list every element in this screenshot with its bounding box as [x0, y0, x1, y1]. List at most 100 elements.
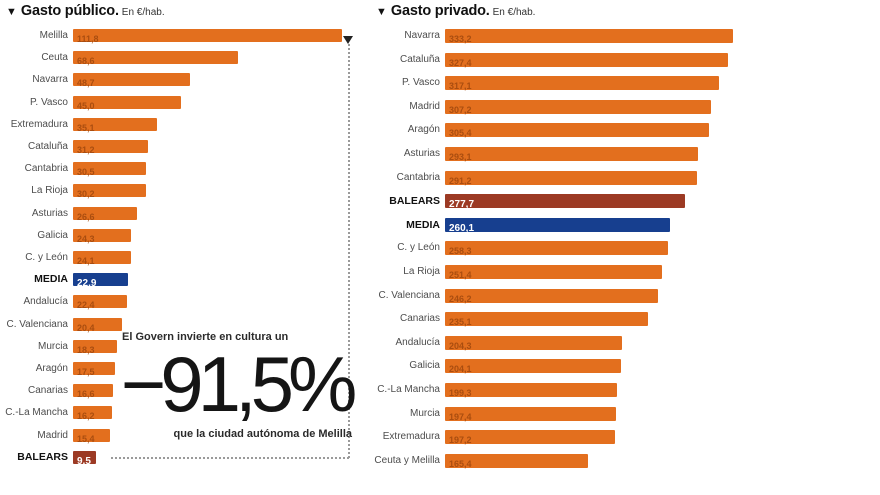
chart-row-c-valenciana: C. Valenciana 246,2 — [370, 288, 880, 304]
bar-value: 18,3 — [77, 344, 95, 355]
bar: 18,3 — [73, 339, 117, 355]
row-label: Ceuta — [41, 52, 68, 64]
bar-value: 333,2 — [449, 34, 472, 44]
row-label: Aragón — [35, 363, 68, 374]
bar-value: 260,1 — [449, 222, 475, 234]
bar-value: 197,2 — [449, 435, 472, 446]
row-label: P. Vasco — [30, 96, 68, 108]
bar-value: 17,5 — [77, 367, 95, 377]
row-label: C. y León — [397, 242, 440, 254]
bar: 204,3 — [445, 335, 622, 351]
row-label: Asturias — [403, 148, 440, 159]
chart-private-panel: ▼ Gasto privado. En €/hab. Navarra 333,2 Cat… — [370, 0, 880, 495]
bar: 31,2 — [73, 140, 148, 155]
chart-row-ceuta: Ceuta 68,6 — [0, 51, 366, 66]
bar: 197,4 — [445, 406, 616, 422]
bar: 307,2 — [445, 99, 711, 115]
row-label: C.-La Mancha — [5, 407, 68, 419]
bar: 277,7 — [445, 194, 685, 210]
chart-row-murcia: Murcia 18,3 — [0, 339, 366, 355]
bar-value: 24,1 — [77, 256, 95, 266]
bar-value: 204,1 — [449, 364, 472, 375]
row-label: Cantabria — [24, 163, 68, 175]
bar-value: 293,1 — [449, 152, 472, 162]
chart-row-madrid: Madrid 307,2 — [370, 99, 880, 115]
chart-row-asturias: Asturias 293,1 — [370, 147, 880, 162]
chart-row-balears: BALEARS 277,7 — [370, 194, 880, 210]
bar: 293,1 — [445, 147, 699, 162]
bar: 24,3 — [73, 228, 132, 244]
chart-row-la-rioja: La Rioja 30,2 — [0, 184, 366, 199]
bar: 16,6 — [73, 384, 113, 399]
bar: 9,5 — [73, 450, 96, 467]
bar: 235,1 — [445, 312, 649, 327]
bar-value: 16,6 — [77, 389, 95, 400]
bar-value: 30,2 — [77, 189, 95, 200]
bar-value: 258,3 — [449, 246, 472, 257]
bar-value: 35,1 — [77, 122, 95, 133]
bar-value: 305,4 — [449, 128, 472, 139]
bar: 22,4 — [73, 295, 127, 310]
chart-row-c-la-mancha: C.-La Mancha 16,2 — [0, 406, 366, 421]
chart-row-navarra: Navarra 48,7 — [0, 73, 366, 88]
annotation-line1: El Govern invierte en cultura un — [122, 331, 289, 343]
chart-row-ceuta-y-melilla: Ceuta y Melilla 165,4 — [370, 453, 880, 469]
chart-row-murcia: Murcia 197,4 — [370, 406, 880, 422]
row-label: Murcia — [37, 340, 68, 352]
bar: 291,2 — [445, 170, 697, 186]
chart-row-extremadura: Extremadura 35,1 — [0, 117, 366, 133]
bar: 260,1 — [445, 217, 670, 234]
bar: 30,2 — [73, 184, 146, 199]
chart-row-p-vasco: P. Vasco 317,1 — [370, 76, 880, 91]
bar: 45,0 — [73, 95, 182, 111]
annotation-block: El Govern invierte en cultura un −91,5% … — [116, 331, 358, 440]
bar: 17,5 — [73, 362, 115, 377]
row-label: Aragón — [407, 124, 440, 136]
bar-value: 68,6 — [77, 56, 95, 67]
row-label: Andalucía — [395, 336, 440, 348]
row-label: Cataluña — [399, 53, 440, 65]
row-label: Galicia — [37, 229, 68, 241]
row-label: La Rioja — [31, 185, 68, 197]
chart-row-c-valenciana: C. Valenciana 20,4 — [0, 317, 366, 333]
row-label: Cantabria — [396, 171, 440, 183]
chart-public-title: ▼ Gasto público. En €/hab. — [6, 2, 165, 20]
row-label: Canarias — [399, 313, 440, 325]
row-label: Navarra — [404, 30, 440, 41]
row-label: BALEARS — [17, 450, 68, 463]
chart-row-navarra: Navarra 333,2 — [370, 29, 880, 44]
bar: 246,2 — [445, 288, 658, 304]
chart-row-la-rioja: La Rioja 251,4 — [370, 265, 880, 280]
bar-value: 246,2 — [449, 293, 472, 304]
bar-value: 48,7 — [77, 78, 95, 89]
bar: 165,4 — [445, 453, 588, 469]
bar: 199,3 — [445, 383, 618, 398]
chart-row-galicia: Galicia 24,3 — [0, 228, 366, 244]
row-label: C.-La Mancha — [377, 384, 440, 395]
row-label: C. Valenciana — [6, 318, 68, 330]
bar-value: 26,6 — [77, 211, 95, 222]
connector-arrow-icon — [343, 36, 353, 44]
chart-row-aragón: Aragón 17,5 — [0, 362, 366, 377]
chart-row-cataluña: Cataluña 327,4 — [370, 52, 880, 68]
row-label: Andalucía — [23, 296, 68, 308]
bar-value: 291,2 — [449, 175, 472, 186]
triangle-bullet-icon: ▼ — [376, 6, 387, 18]
annotation-line2: que la ciudad autónoma de Melilla — [173, 428, 352, 440]
row-label: Madrid — [37, 429, 68, 441]
bar-value: 9,5 — [77, 455, 91, 467]
bar: 26,6 — [73, 206, 137, 222]
bar-value: 22,9 — [77, 278, 97, 290]
chart-row-galicia: Galicia 204,1 — [370, 359, 880, 375]
row-label: Cataluña — [27, 141, 68, 152]
chart-row-extremadura: Extremadura 197,2 — [370, 430, 880, 446]
chart-public-panel: ▼ Gasto público. En €/hab. Melilla 111,8 Ceu… — [0, 0, 366, 495]
bar-value: 251,4 — [449, 270, 472, 280]
bar: 258,3 — [445, 241, 669, 257]
dotted-connector-vertical — [348, 44, 350, 458]
bar-value: 199,3 — [449, 388, 472, 398]
bar-value: 111,8 — [77, 34, 99, 44]
bar-value: 30,5 — [77, 167, 95, 178]
dotted-connector-horizontal — [111, 457, 349, 459]
row-label: MEDIA — [406, 218, 440, 231]
